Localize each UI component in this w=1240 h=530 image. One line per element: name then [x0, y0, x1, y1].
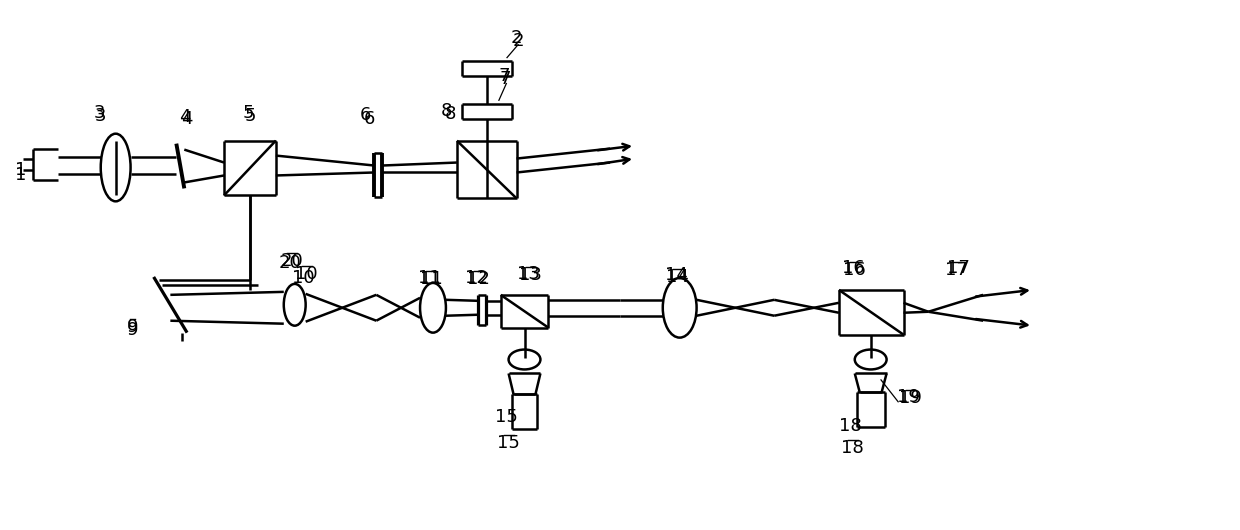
Text: 12: 12	[467, 270, 490, 288]
Ellipse shape	[420, 283, 446, 333]
Text: 20: 20	[278, 254, 301, 272]
Text: 18: 18	[839, 417, 862, 435]
Text: 5: 5	[242, 104, 254, 122]
Text: 6: 6	[360, 106, 371, 124]
Ellipse shape	[854, 350, 887, 369]
Text: 4: 4	[181, 110, 193, 128]
Ellipse shape	[662, 278, 697, 338]
Text: 7: 7	[498, 67, 511, 85]
Text: 11: 11	[419, 270, 443, 288]
Text: 14: 14	[666, 266, 688, 284]
Ellipse shape	[100, 134, 130, 201]
Text: 19: 19	[899, 390, 921, 408]
Text: 7: 7	[500, 70, 511, 88]
Text: 18: 18	[842, 439, 864, 457]
Text: 8: 8	[445, 105, 456, 123]
Ellipse shape	[508, 350, 541, 369]
Text: 10: 10	[295, 265, 317, 283]
Text: 1: 1	[15, 162, 27, 180]
Text: 12: 12	[465, 269, 489, 287]
Text: 1: 1	[15, 166, 27, 184]
Text: 15: 15	[495, 408, 518, 426]
Text: 11: 11	[418, 269, 440, 287]
Text: 5: 5	[244, 107, 255, 125]
Text: 17: 17	[945, 261, 967, 279]
Text: 14: 14	[666, 268, 689, 286]
Text: 3: 3	[94, 104, 105, 122]
Text: 9: 9	[126, 321, 139, 339]
Text: 20: 20	[280, 252, 303, 270]
Text: 4: 4	[180, 108, 191, 126]
Text: 9: 9	[126, 317, 139, 335]
Text: 16: 16	[843, 261, 866, 279]
Text: 2: 2	[511, 29, 522, 47]
Text: 19: 19	[897, 388, 920, 407]
Ellipse shape	[284, 284, 305, 325]
Text: 17: 17	[947, 259, 970, 277]
Text: 8: 8	[441, 102, 453, 120]
Text: 16: 16	[842, 259, 866, 277]
Text: 3: 3	[95, 107, 107, 125]
Text: 10: 10	[293, 269, 315, 287]
Text: 13: 13	[517, 265, 539, 283]
Text: 6: 6	[363, 110, 374, 128]
Text: 2: 2	[513, 32, 525, 50]
Text: 15: 15	[497, 434, 520, 452]
Text: 13: 13	[520, 266, 542, 284]
